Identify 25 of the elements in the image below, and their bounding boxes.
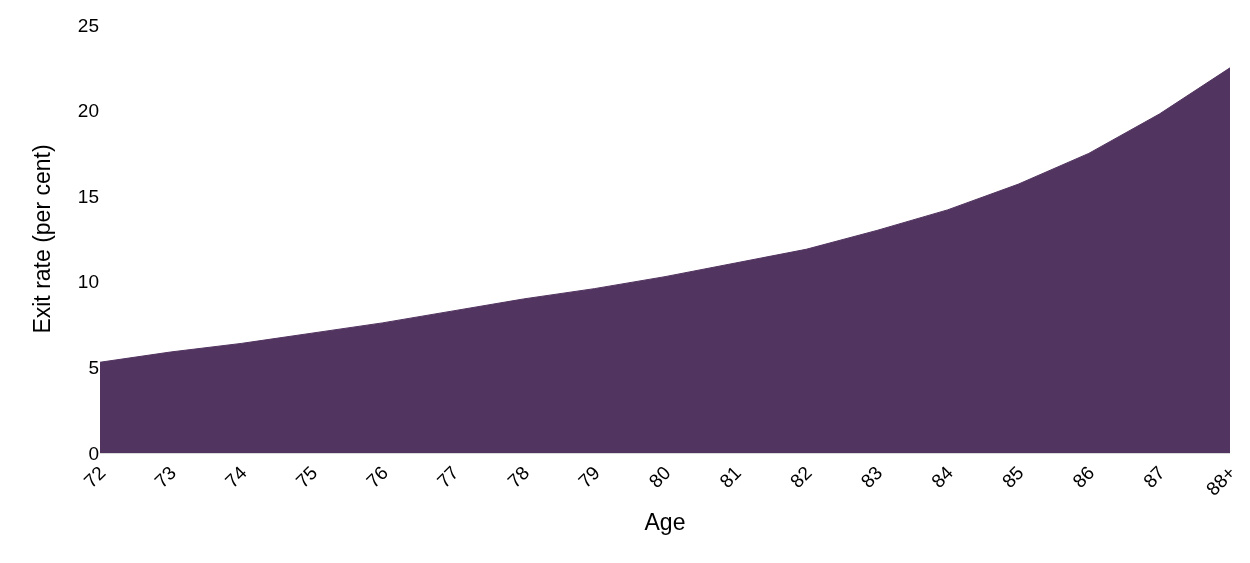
x-tick-label: 82 xyxy=(786,462,816,492)
x-tick-label: 84 xyxy=(927,461,958,492)
x-axis-title: Age xyxy=(644,509,686,536)
x-tick-label: 78 xyxy=(503,462,534,492)
y-tick-label: 20 xyxy=(77,100,99,122)
x-tick-label: 79 xyxy=(574,462,604,492)
x-tick-label: 81 xyxy=(715,462,746,492)
x-tick-label: 83 xyxy=(856,462,887,492)
x-tick-label: 86 xyxy=(1068,462,1099,492)
y-tick-label: 25 xyxy=(77,14,99,36)
y-tick-label: 0 xyxy=(88,442,99,464)
x-tick-label: 85 xyxy=(997,462,1028,492)
x-tick-label: 87 xyxy=(1139,462,1169,492)
x-tick-label: 75 xyxy=(291,462,322,492)
y-tick-label: 15 xyxy=(77,185,99,207)
y-tick-label: 5 xyxy=(88,357,99,379)
y-axis-title: Exit rate (per cent) xyxy=(29,144,56,334)
x-tick-label: 77 xyxy=(432,462,463,492)
x-tick-label: 73 xyxy=(150,462,181,492)
x-tick-label: 80 xyxy=(644,462,675,492)
x-tick-label: 88+ xyxy=(1201,462,1240,500)
x-tick-label: 72 xyxy=(79,462,110,492)
y-tick-label: 10 xyxy=(77,271,99,293)
x-tick-label: 74 xyxy=(221,461,252,492)
x-tick-label: 76 xyxy=(362,462,393,492)
